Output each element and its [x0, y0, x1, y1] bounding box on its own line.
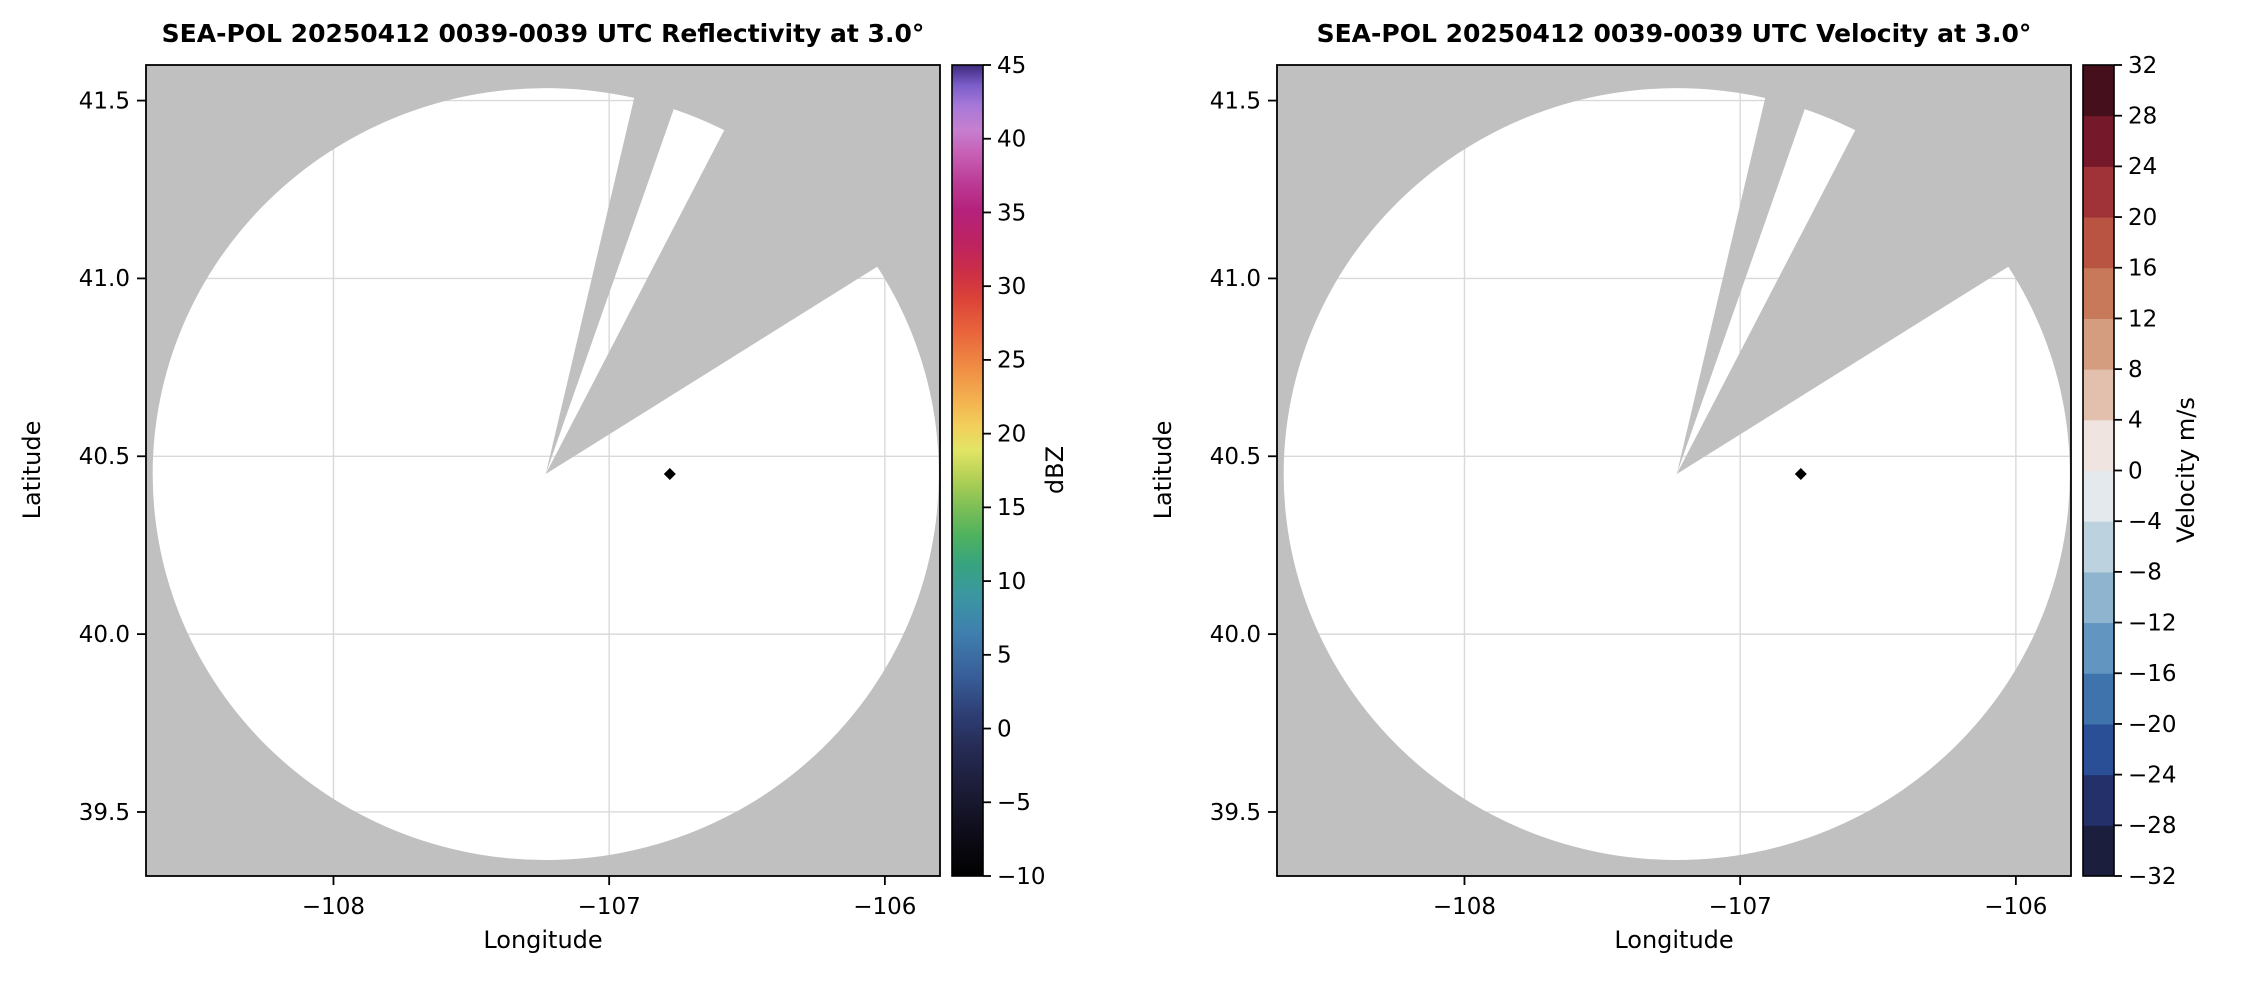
x-axis-label: Longitude — [1614, 926, 1733, 954]
colorbar-tick-label: 32 — [2128, 53, 2157, 79]
colorbar-segment — [2083, 368, 2114, 421]
colorbar-segment — [2083, 723, 2114, 776]
colorbar-tick-label: −12 — [2128, 610, 2177, 636]
y-tick-label: 39.5 — [79, 800, 130, 826]
colorbar-tick-label: 20 — [997, 421, 1026, 447]
plot-border — [1276, 64, 2072, 877]
colorbar-segment — [2083, 317, 2114, 370]
y-axis-label: Latitude — [1149, 421, 1177, 520]
colorbar-tick-label: −8 — [2128, 560, 2162, 586]
colorbar-tick-label: −4 — [2128, 509, 2162, 535]
radar-location-marker — [1794, 468, 1807, 481]
colorbar-tick-label: 45 — [997, 53, 1026, 79]
colorbar-tick-label: 30 — [997, 274, 1026, 300]
chart-title: SEA-POL 20250412 0039-0039 UTC Velocity … — [1317, 19, 2032, 48]
colorbar-tick-label: −10 — [997, 864, 1046, 890]
colorbar-segment — [2083, 216, 2114, 269]
colorbar-tick-label: 25 — [997, 348, 1026, 374]
radar-location-marker — [663, 468, 676, 481]
plot-area — [146, 65, 940, 876]
colorbar-segment — [2083, 64, 2114, 117]
colorbar-tick-label: 10 — [997, 569, 1026, 595]
y-tick-label: 40.0 — [79, 622, 130, 648]
chart-title: SEA-POL 20250412 0039-0039 UTC Reflectiv… — [162, 19, 925, 48]
colorbar-segment — [2083, 571, 2114, 624]
missing-sector-wedge — [545, 79, 681, 475]
plot-area — [1277, 65, 2071, 876]
colorbar-tick-label: 16 — [2128, 256, 2157, 282]
colorbar-tick-label: 20 — [2128, 205, 2157, 231]
colorbar-tick-label: 24 — [2128, 154, 2157, 180]
reflectivity-chart: −108 −107 −106 39.5 40.0 40.5 41.0 41.5 −10 −5 0 5 1… — [18, 19, 1069, 954]
colorbar-tick-label: 5 — [997, 643, 1012, 669]
colorbar-label: Velocity m/s — [2172, 397, 2200, 543]
y-tick-label: 41.5 — [1210, 88, 1261, 114]
y-axis-label: Latitude — [18, 421, 46, 520]
colorbar-segment — [2083, 419, 2114, 471]
colorbar-tick-label: −16 — [2128, 661, 2177, 687]
colorbar-tick-label: 0 — [2128, 458, 2143, 484]
missing-sector-wedge — [1676, 112, 2025, 475]
colorbar-segment — [2083, 824, 2114, 877]
chart-graphics: −108 −107 −106 39.5 40.0 40.5 41.0 41.5 −32 −28 −2… — [1210, 53, 2177, 920]
y-tick-label: 41.5 — [79, 88, 130, 114]
colorbar-segment — [2083, 267, 2114, 319]
reflectivity-panel: −108 −107 −106 39.5 40.0 40.5 41.0 41.5 −10 −5 0 5 1… — [18, 19, 1069, 954]
y-tick-label: 39.5 — [1210, 800, 1261, 826]
x-tick-label: −108 — [302, 894, 365, 920]
colorbar-tick-label: −20 — [2128, 712, 2177, 738]
x-tick-label: −106 — [1984, 894, 2047, 920]
colorbar-label: dBZ — [1041, 446, 1069, 494]
unscanned-region — [146, 65, 940, 876]
x-tick-label: −107 — [1709, 894, 1772, 920]
colorbar-segment — [2083, 115, 2114, 167]
colorbar-tick-label: 15 — [997, 495, 1026, 521]
colorbar-tick-label: 0 — [997, 716, 1012, 742]
missing-sector-wedge — [1676, 79, 1812, 475]
y-tick-label: 40.5 — [1210, 444, 1261, 470]
y-tick-label: 41.0 — [79, 266, 130, 292]
colorbar-tick-label: −28 — [2128, 813, 2177, 839]
colorbar-tick-label: −24 — [2128, 762, 2177, 788]
colorbar-tick-label: 35 — [997, 200, 1026, 226]
x-tick-label: −108 — [1433, 894, 1496, 920]
unscanned-region — [1277, 65, 2071, 876]
missing-sector-wedge — [545, 112, 894, 475]
x-axis-label: Longitude — [483, 926, 602, 954]
colorbar — [952, 65, 983, 876]
velocity-panel: −108 −107 −106 39.5 40.0 40.5 41.0 41.5 −32 −28 −2… — [1131, 0, 2262, 990]
colorbar-tick-label: 12 — [2128, 306, 2157, 332]
x-tick-label: −107 — [578, 894, 641, 920]
colorbar-tick-label: 28 — [2128, 104, 2157, 130]
colorbar-tick-label: −32 — [2128, 864, 2177, 890]
colorbar-tick-label: 8 — [2128, 357, 2143, 383]
colorbar-border — [951, 64, 984, 877]
colorbar-tick-label: 4 — [2128, 408, 2143, 434]
y-tick-label: 40.0 — [1210, 622, 1261, 648]
y-tick-label: 41.0 — [1210, 266, 1261, 292]
colorbar-tick-label: 40 — [997, 127, 1026, 153]
y-tick-label: 40.5 — [79, 444, 130, 470]
colorbar-tick-label: −5 — [997, 790, 1031, 816]
plot-border — [145, 64, 941, 877]
colorbar-segment — [2083, 520, 2114, 573]
colorbar-segment — [2083, 622, 2114, 674]
x-tick-label: −106 — [853, 894, 916, 920]
chart-graphics: −108 −107 −106 39.5 40.0 40.5 41.0 41.5 −10 −5 0 5 1… — [79, 53, 1046, 920]
velocity-chart: −108 −107 −106 39.5 40.0 40.5 41.0 41.5 −32 −28 −2… — [1149, 19, 2200, 954]
colorbar-segment — [2083, 470, 2114, 522]
colorbar-segment — [2083, 165, 2114, 218]
colorbar-segment — [2083, 672, 2114, 725]
colorbar-segment — [2083, 774, 2114, 826]
